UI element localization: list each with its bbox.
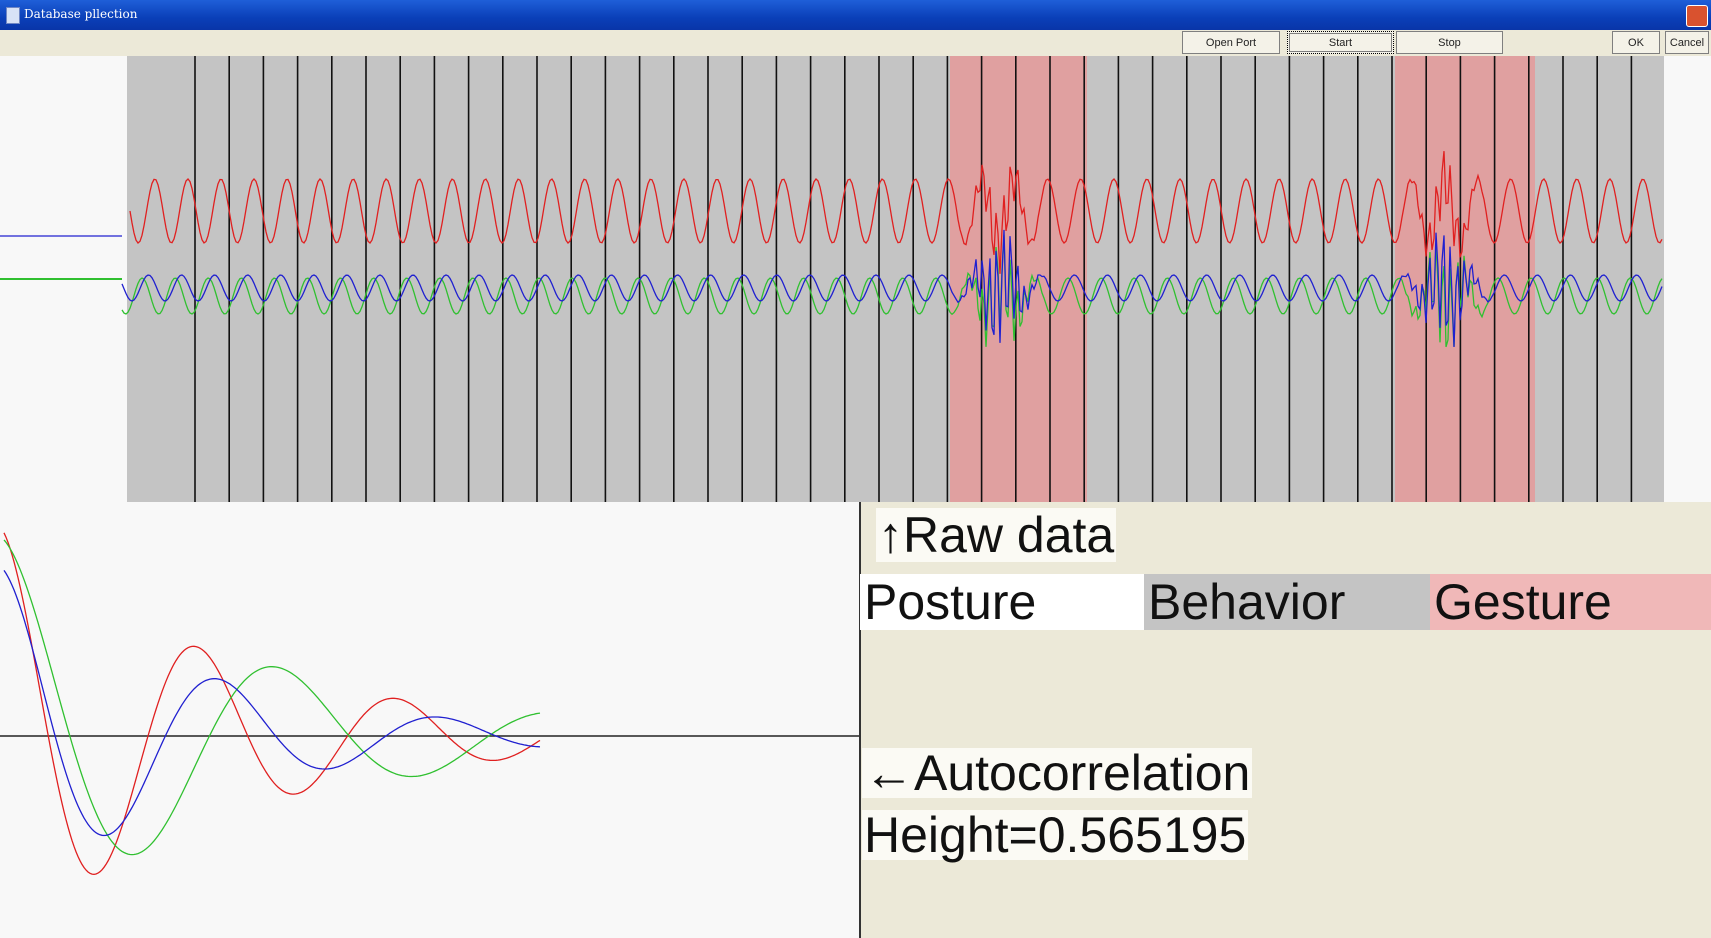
ok-button[interactable]: OK <box>1612 31 1660 54</box>
legend-posture: Posture <box>860 574 1148 630</box>
document-icon <box>6 7 20 24</box>
raw-signal-series <box>0 151 1663 348</box>
close-window-button[interactable] <box>1686 5 1708 27</box>
toolbar: Open Port Start Stop OK Cancel <box>0 30 1711 56</box>
autocorrelation-series <box>3 532 541 876</box>
title-bar: Database pllection <box>0 0 1711 30</box>
classification-bands <box>127 56 1664 502</box>
red-autocorrelation <box>3 532 541 876</box>
window-title: Database pllection <box>24 7 138 21</box>
open-port-button[interactable]: Open Port <box>1182 31 1280 54</box>
blue-autocorrelation <box>3 570 541 837</box>
raw-data-plot <box>0 56 1711 502</box>
cancel-button[interactable]: Cancel <box>1665 31 1709 54</box>
start-button[interactable]: Start <box>1287 31 1394 54</box>
autocorrelation-plot <box>0 532 860 876</box>
segment-lines <box>194 56 1633 502</box>
gesture-band <box>1395 56 1535 502</box>
stop-button[interactable]: Stop <box>1396 31 1503 54</box>
green-autocorrelation <box>3 539 541 856</box>
red-series <box>129 151 1663 274</box>
legend-panel <box>861 502 1711 938</box>
panel-divider <box>859 502 861 938</box>
height-readout: Height=0.565195 <box>862 807 1249 863</box>
raw-data-label: ↑Raw data <box>876 507 1117 563</box>
legend-behavior: Behavior <box>1144 574 1432 630</box>
autocorrelation-label: ←Autocorrelation <box>862 745 1253 801</box>
behavior-band <box>127 56 950 502</box>
blue-series <box>121 229 1663 348</box>
green-series <box>121 235 1663 348</box>
legend-gesture: Gesture <box>1430 574 1711 630</box>
